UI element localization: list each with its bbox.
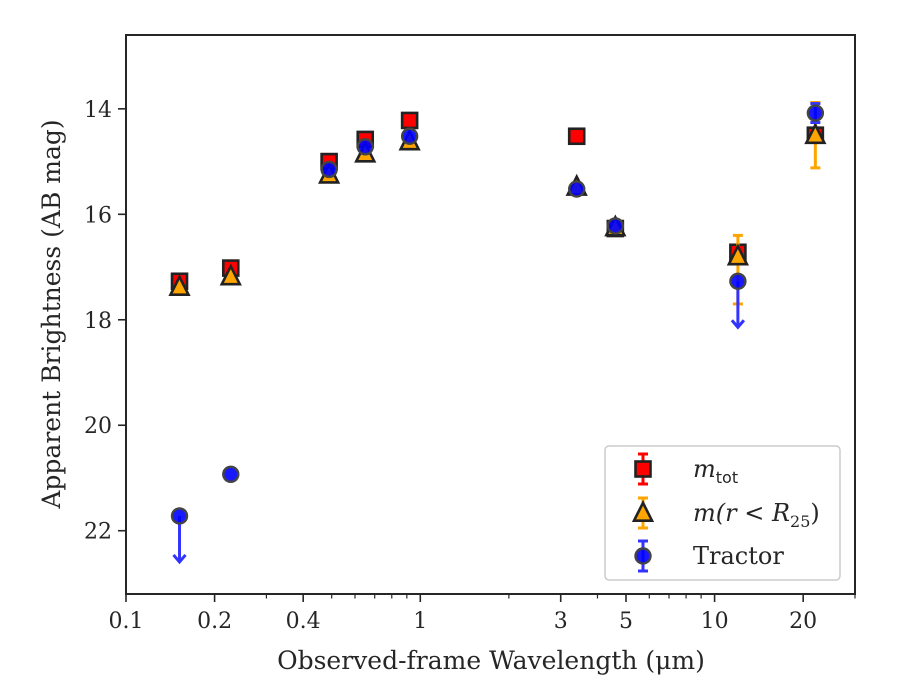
plot-frame <box>125 34 856 595</box>
x-tick-label: 0.4 <box>286 609 321 634</box>
x-tick-label: 3 <box>554 609 568 634</box>
x-tick-label: 5 <box>619 609 633 634</box>
data-point <box>356 138 374 156</box>
legend-box <box>604 445 841 581</box>
legend-entry: m(r < R25) <box>631 496 820 531</box>
data-point <box>170 507 189 525</box>
data-marks <box>168 101 827 565</box>
data-point <box>568 180 586 198</box>
series-m-r-r25- <box>168 101 827 306</box>
plot-area <box>125 34 856 595</box>
data-point <box>219 263 242 286</box>
series-tractor <box>170 102 825 565</box>
x-tick-label: 20 <box>789 609 817 634</box>
legend-entry: Tractor <box>634 539 784 573</box>
x-axis-label: Observed-frame Wavelength (μm) <box>277 646 705 675</box>
x-tick-label: 0.2 <box>197 609 232 634</box>
y-axis-label: Apparent Brightness (AB mag) <box>37 119 66 509</box>
x-tick-label: 0.1 <box>109 609 144 634</box>
data-point <box>168 273 191 297</box>
y-tick-label: 16 <box>84 203 112 228</box>
data-point <box>806 104 825 122</box>
legend-label: m(r < R25) <box>693 499 820 531</box>
x-tick-label: 1 <box>413 609 427 634</box>
data-point <box>222 465 240 483</box>
y-axis: 14 16 18 20 22 <box>84 98 126 545</box>
y-tick-label: 20 <box>84 414 112 439</box>
y-tick-label: 18 <box>84 309 112 334</box>
legend: mtot m(r < R25) Tractor <box>604 445 841 581</box>
legend-marker <box>634 460 652 478</box>
data-point <box>400 111 419 130</box>
legend-entry: mtot <box>634 452 738 487</box>
data-point <box>729 272 747 290</box>
series-m-tot <box>170 111 825 291</box>
legend-marker <box>634 547 652 565</box>
legend-label: Tractor <box>693 542 784 570</box>
upper-limit-arrowhead <box>172 553 187 565</box>
y-tick-label: 14 <box>84 98 112 123</box>
data-point <box>804 122 827 145</box>
data-point <box>320 160 338 179</box>
data-point <box>567 127 586 146</box>
data-point <box>726 243 750 266</box>
legend-label: mtot <box>693 455 738 487</box>
x-axis: 0.1 0.2 0.4 1 3 5 10 20 <box>109 594 856 634</box>
x-tick-label: 10 <box>701 609 729 634</box>
data-point <box>606 217 625 235</box>
legend-marker <box>631 499 655 522</box>
y-tick-label: 22 <box>84 520 112 545</box>
data-point <box>400 127 419 145</box>
upper-limit-arrowhead <box>730 319 746 330</box>
